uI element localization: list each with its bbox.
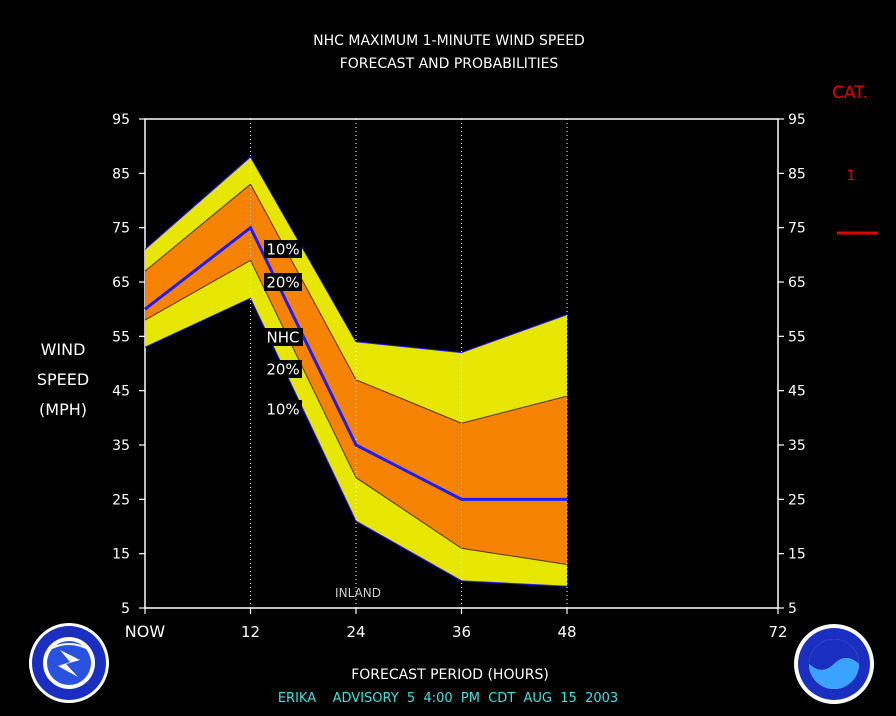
band-label-box (263, 328, 303, 346)
chart-title-line1: NHC MAXIMUM 1-MINUTE WIND SPEED (313, 33, 585, 49)
ylabel-line3: (MPH) (39, 400, 87, 419)
noaa-logo (794, 624, 874, 704)
y-tick-label-right: 85 (788, 166, 806, 182)
band-label-box (264, 273, 302, 291)
band-20-percent (145, 184, 567, 565)
y-tick-label-right: 35 (788, 438, 806, 454)
band-10-lower-edge (144, 297, 568, 587)
band-label: NHC (267, 329, 300, 347)
band-label: 10% (266, 241, 299, 259)
ylabel-line2: SPEED (37, 370, 89, 389)
band-label-box (264, 360, 302, 378)
y-tick-label-left: 75 (112, 221, 130, 237)
band-label: 10% (266, 401, 299, 419)
y-tick-label-left: 85 (112, 166, 130, 182)
y-tick-label-left: 35 (112, 438, 130, 454)
y-tick-label-right: 45 (788, 384, 806, 400)
y-tick-label-left: 55 (112, 329, 130, 345)
band-label-box (264, 400, 302, 418)
y-tick-label-left: 15 (112, 547, 130, 563)
x-axis-label: FORECAST PERIOD (HOURS) (351, 667, 549, 683)
y-tick-label-right: 5 (788, 601, 797, 617)
y-tick-label-right: 25 (788, 492, 806, 508)
advisory-line: ERIKA ADVISORY 5 4:00 PM CDT AUG 15 2003 (278, 691, 618, 706)
y-tick-label-right: 15 (788, 547, 806, 563)
band-label-box (264, 240, 302, 258)
band-label: 20% (266, 274, 299, 292)
category-1-label: 1 (847, 168, 856, 184)
y-tick-label-left: 5 (121, 601, 130, 617)
x-tick-label: 48 (557, 623, 576, 641)
x-tick-label: 72 (768, 623, 787, 641)
ylabel-line1: WIND (41, 340, 86, 359)
y-tick-label-left: 65 (112, 275, 130, 291)
nws-logo (29, 623, 109, 703)
x-tick-label: NOW (125, 622, 166, 641)
x-tick-label: 36 (452, 623, 471, 641)
nhc-forecast-line (144, 225, 567, 501)
x-tick-label: 12 (241, 623, 260, 641)
chart-title-line2: FORECAST AND PROBABILITIES (340, 56, 559, 72)
band-10-upper-edge (144, 156, 568, 354)
y-tick-label-right: 95 (788, 112, 806, 128)
y-tick-label-left: 25 (112, 492, 130, 508)
y-tick-label-right: 65 (788, 275, 806, 291)
y-tick-label-left: 95 (112, 112, 130, 128)
y-tick-label-left: 45 (112, 384, 130, 400)
y-tick-label-right: 75 (788, 221, 806, 237)
x-tick-label: 24 (346, 623, 365, 641)
band-label: 20% (266, 361, 299, 379)
band-20-lower-edge (144, 259, 568, 566)
inland-annotation: INLAND (335, 586, 381, 600)
y-tick-label-right: 55 (788, 329, 806, 345)
category-header: CAT. (832, 83, 868, 103)
